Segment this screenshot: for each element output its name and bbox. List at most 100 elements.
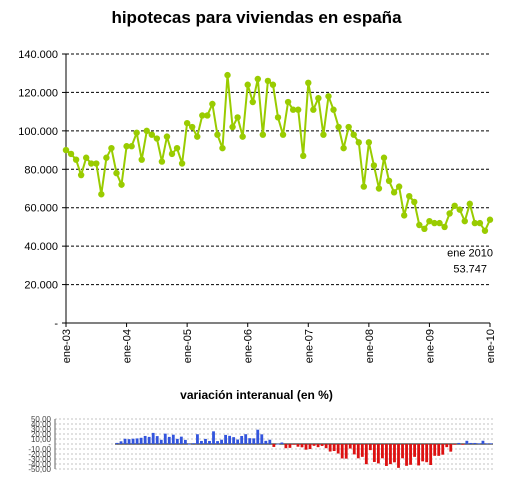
bar [204,438,207,444]
bar [200,440,203,444]
data-point [113,169,120,177]
bar [348,444,352,449]
bar [433,444,437,456]
y-tick-label: 20.000 [24,280,58,292]
data-point [224,71,231,79]
bar [469,442,473,444]
x-tick-label: ene-10 [485,329,497,363]
bar [179,436,183,444]
bar [360,444,364,457]
bar [196,434,199,444]
bar [344,444,348,459]
bar [441,444,445,455]
data-point [274,114,282,121]
data-point [204,112,211,119]
bar [449,444,453,452]
data-point [390,189,398,196]
y-tick-label: 140.000 [18,49,58,61]
bar [224,434,227,444]
data-point [143,127,150,135]
data-point [471,219,479,227]
bar [260,434,264,444]
bar [308,444,312,450]
data-point [264,77,272,85]
data-point [284,98,292,106]
x-tick-label: ene-09 [424,329,436,363]
data-point [239,133,246,140]
data-point [163,133,171,140]
x-tick-label: ene-06 [243,329,255,363]
bar [115,442,119,444]
data-point [67,150,75,158]
data-point [345,123,352,131]
main-line-chart: - 20.000 40.000 60.000 80.000 100.000 120.000 1… [18,49,497,363]
x-tick-label: ene-03 [61,329,73,363]
bar [429,444,433,465]
bar [485,443,489,445]
y-tick-label: -40,00 [28,460,51,469]
bar [171,434,175,444]
data-point [88,160,95,167]
data-point [168,150,176,158]
bar [280,442,284,444]
y-tick-label: -20,00 [28,450,51,459]
data-point [431,219,438,227]
data-point [411,198,418,206]
data-point [466,200,474,208]
bar [296,444,300,447]
data-point [451,202,458,209]
data-point [305,79,312,87]
data-point [173,144,181,152]
data-point [209,100,216,108]
bar [288,444,292,448]
bar [389,444,392,465]
data-point [360,183,368,190]
data-point [178,160,186,167]
data-point [138,156,145,163]
bar [212,431,215,444]
data-point [158,158,166,165]
data-point [62,146,70,154]
bar [276,443,280,445]
data-point [98,191,105,198]
bar [167,436,171,444]
bar [340,444,344,459]
data-point [219,144,226,152]
bar [264,440,268,444]
data-point [229,123,236,131]
y-tick-label: -10,00 [28,445,51,454]
bar [328,444,332,452]
bar [159,439,163,444]
data-point [325,93,332,100]
data-point [416,221,423,229]
bar [381,444,384,459]
bar [473,442,477,444]
data-point [188,123,196,131]
data-point [77,171,85,179]
y-tick-label: - [54,318,58,330]
data-point [481,227,489,234]
bar [385,444,388,466]
bar [489,443,493,445]
data-point [244,81,251,88]
bar [123,438,127,444]
data-point [340,144,347,152]
y-tick-label: 20,00 [31,430,52,439]
data-point [259,131,267,138]
bar [119,441,123,444]
bar [216,441,219,444]
data-point [421,225,428,233]
bar [284,444,288,449]
data-point [183,119,191,127]
bar [232,437,236,444]
bar [131,438,135,444]
y-tick-label: 100.000 [18,126,58,138]
bar [248,438,252,444]
data-point [355,139,362,146]
data-point [103,154,110,161]
sub-chart-title: variación interanual (en %) [180,388,333,402]
y-tick-label: 30,00 [31,425,52,434]
data-point [254,75,262,83]
data-point [133,129,140,136]
bar [220,439,223,444]
